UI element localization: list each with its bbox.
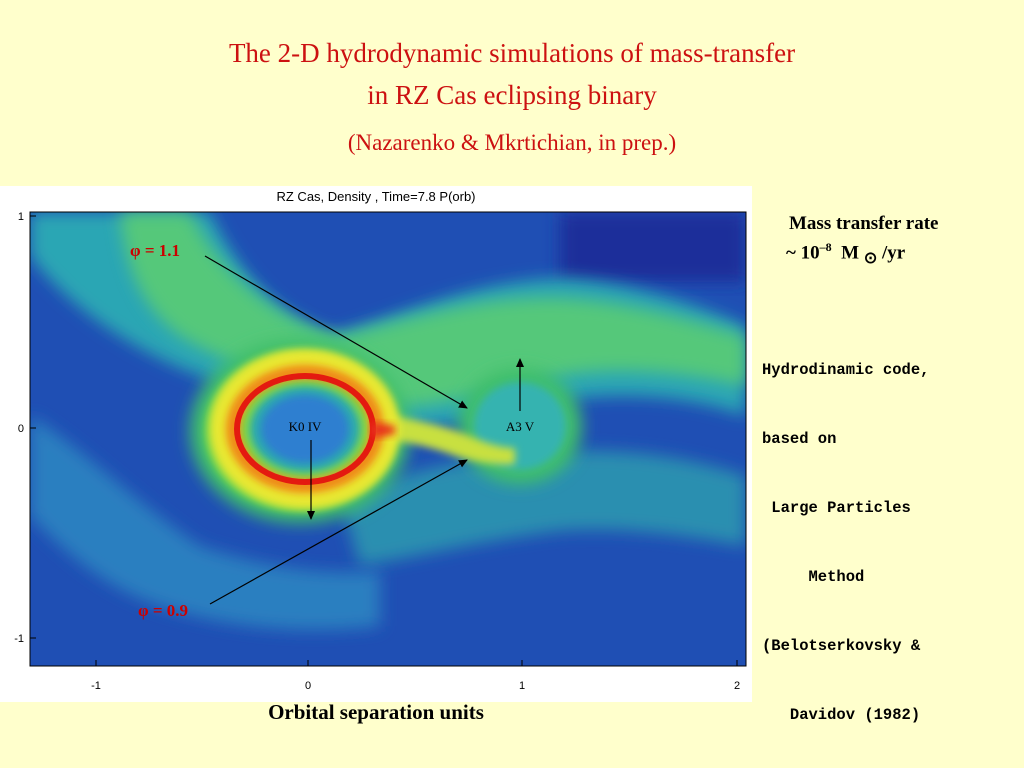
- code-description: Hydrodinamic code, based on Large Partic…: [762, 313, 929, 750]
- citation: (Nazarenko & Mkrtichian, in prep.): [347, 130, 677, 155]
- density-simulation-figure: RZ Cas, Density , Time=7.8 P(orb): [0, 186, 752, 702]
- code-line: based on: [762, 430, 837, 448]
- x-tick-label: 0: [305, 680, 311, 692]
- code-line: (Belotserkovsky &: [762, 637, 921, 655]
- rate-unit-m: M: [841, 242, 860, 264]
- x-tick-label: 2: [734, 680, 740, 692]
- x-axis-caption: Orbital separation units: [268, 700, 484, 724]
- x-tick-label: -1: [91, 680, 101, 692]
- star-label-k0iv: K0 IV: [289, 419, 322, 434]
- y-tick-label: -1: [14, 633, 24, 645]
- code-line: Method: [762, 568, 865, 586]
- sun-symbol: ⊙: [863, 250, 878, 268]
- slide-title-line2: in RZ Cas eclipsing binary: [367, 80, 657, 110]
- figure-header: RZ Cas, Density , Time=7.8 P(orb): [276, 189, 475, 204]
- density-map: [30, 212, 746, 666]
- arrow-phase-bottom: [209, 459, 468, 605]
- arrow-phase-top: [204, 255, 468, 409]
- phase-label-bottom: φ = 0.9: [138, 601, 188, 620]
- plot-frame: [29, 211, 747, 667]
- x-tick-label: 1: [519, 680, 525, 692]
- y-tick-label: 1: [18, 211, 24, 223]
- rate-prefix: ~ 10: [786, 242, 820, 264]
- y-tick-label: 0: [18, 423, 24, 435]
- x-axis: -1 0 1 2: [91, 660, 740, 692]
- phase-label-top: φ = 1.1: [130, 241, 180, 260]
- star-label-a3v: A3 V: [506, 419, 535, 434]
- y-axis: 1 0 -1: [14, 211, 36, 645]
- code-line: Davidov (1982): [762, 706, 921, 724]
- mass-transfer-rate-title: Mass transfer rate: [789, 213, 939, 234]
- rate-unit-suffix: /yr: [881, 242, 906, 264]
- mass-transfer-rate-value: ~ 10–8 M ⊙ /yr: [786, 240, 905, 268]
- slide-title-line1: The 2-D hydrodynamic simulations of mass…: [228, 38, 796, 68]
- code-line: Large Particles: [762, 499, 911, 517]
- rate-exponent: –8: [819, 240, 832, 254]
- code-line: Hydrodinamic code,: [762, 361, 930, 379]
